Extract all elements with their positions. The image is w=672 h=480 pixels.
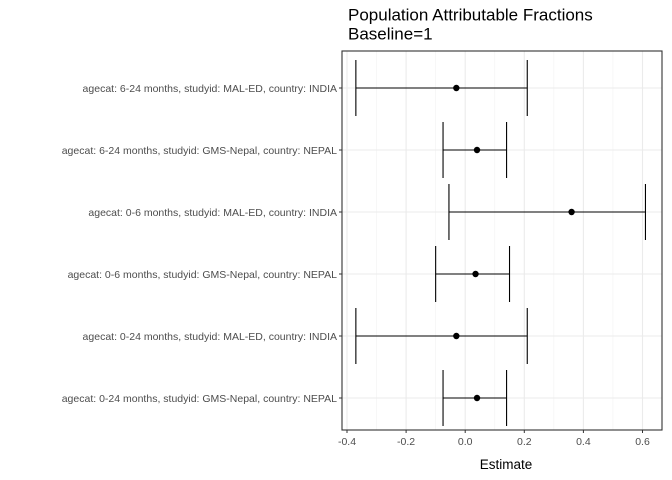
x-tick-label: 0.4 — [576, 436, 591, 448]
panel-border — [341, 50, 663, 431]
x-tick-label: -0.4 — [338, 436, 356, 448]
y-tick-label: agecat: 6-24 months, studyid: MAL-ED, co… — [83, 83, 337, 95]
y-tick-label: agecat: 6-24 months, studyid: GMS-Nepal,… — [62, 145, 337, 157]
x-tick-label: 0.0 — [458, 436, 473, 448]
estimate-point — [453, 332, 460, 340]
y-tick-label: agecat: 0-6 months, studyid: GMS-Nepal, … — [68, 269, 338, 281]
errorbar-row — [435, 246, 511, 302]
y-tick-label: agecat: 0-24 months, studyid: GMS-Nepal,… — [62, 393, 337, 405]
panel-background — [342, 51, 662, 430]
errorbar-row — [355, 60, 528, 116]
estimate-point — [568, 208, 575, 216]
estimate-point — [473, 146, 481, 154]
y-tick-label: agecat: 0-6 months, studyid: MAL-ED, cou… — [88, 207, 337, 219]
errorbar-row — [442, 370, 508, 426]
errorbar-row — [448, 184, 647, 240]
chart-subtitle: Baseline=1 — [348, 25, 433, 44]
estimate-point — [472, 270, 479, 278]
errorbar-row — [355, 308, 528, 364]
chart-title: Population Attributable Fractions — [348, 6, 593, 25]
x-tick-label: -0.2 — [397, 436, 415, 448]
y-tick-label: agecat: 0-24 months, studyid: MAL-ED, co… — [83, 331, 337, 343]
errorbar-row — [442, 122, 508, 178]
estimate-point — [453, 84, 460, 92]
estimate-point — [473, 394, 481, 402]
x-axis-title: Estimate — [480, 457, 533, 472]
x-tick-label: 0.6 — [635, 436, 650, 448]
plot-area: agecat: 6-24 months, studyid: MAL-ED, co… — [62, 50, 663, 448]
x-tick-label: 0.2 — [517, 436, 532, 448]
